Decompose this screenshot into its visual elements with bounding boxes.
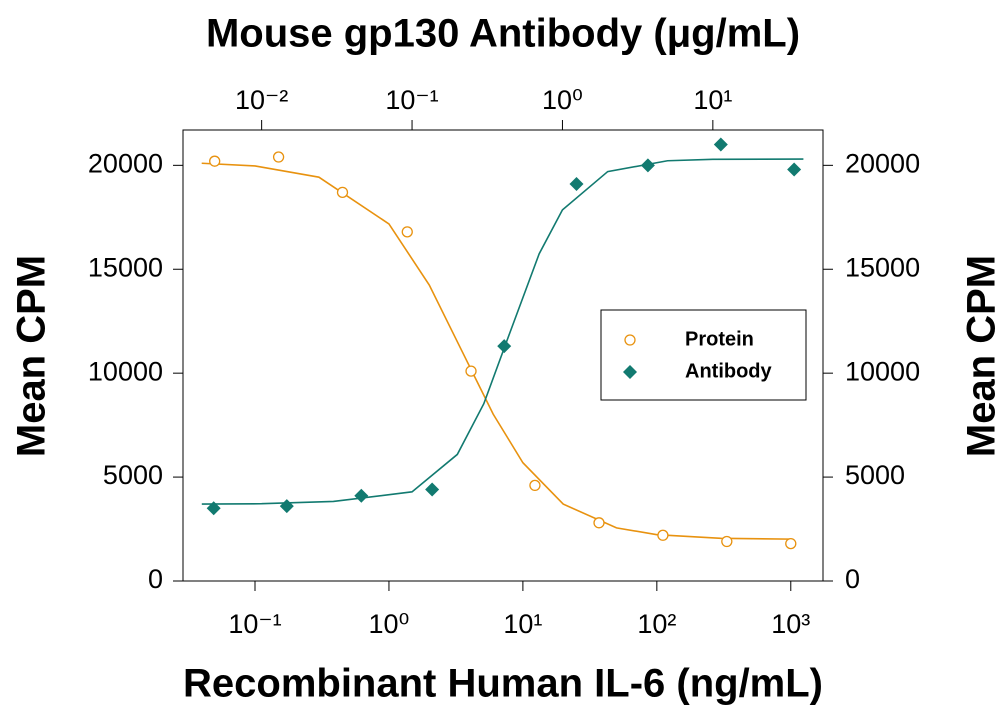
legend-label: Protein bbox=[685, 328, 754, 350]
y2-tick-label: 15000 bbox=[845, 252, 920, 282]
data-point bbox=[206, 501, 221, 516]
legend-marker bbox=[624, 334, 636, 346]
x-tick-label: 10⁰ bbox=[369, 609, 410, 639]
data-point bbox=[785, 537, 797, 550]
data-point bbox=[425, 482, 440, 497]
data-point bbox=[569, 177, 584, 192]
chart-title: Mouse gp130 Antibody (μg/mL) bbox=[206, 12, 800, 56]
x-tick-label: 10³ bbox=[771, 609, 810, 639]
y2-tick-label: 5000 bbox=[845, 460, 905, 490]
data-point bbox=[272, 151, 285, 163]
x2-tick-label: 10⁻¹ bbox=[385, 85, 438, 115]
data-point bbox=[640, 158, 655, 173]
y-tick-label: 5000 bbox=[103, 460, 163, 490]
data-point bbox=[354, 488, 369, 503]
data-point bbox=[465, 365, 477, 377]
data-point bbox=[593, 517, 605, 529]
x-axis-title: Recombinant Human IL-6 (ng/mL) bbox=[183, 662, 823, 706]
x-tick-label: 10² bbox=[637, 609, 676, 639]
x-tick-label: 10⁻¹ bbox=[228, 609, 281, 639]
data-point bbox=[401, 226, 413, 238]
plot-frame bbox=[182, 129, 824, 582]
legend-label: Antibody bbox=[685, 360, 773, 382]
fit-curve bbox=[201, 162, 791, 540]
data-point bbox=[721, 535, 733, 548]
data-point bbox=[497, 339, 512, 354]
data-point bbox=[787, 162, 802, 177]
fit-curve bbox=[201, 158, 804, 505]
data-point bbox=[209, 155, 221, 167]
legend-box bbox=[600, 309, 807, 401]
y-tick-label: 15000 bbox=[88, 252, 163, 282]
data-point bbox=[529, 479, 541, 492]
y2-axis-title: Mean CPM bbox=[960, 255, 1004, 457]
y-tick-label: 20000 bbox=[88, 148, 163, 178]
x2-tick-label: 10¹ bbox=[693, 85, 732, 115]
y2-tick-label: 20000 bbox=[845, 148, 920, 178]
y-tick-label: 0 bbox=[148, 564, 163, 594]
y-axis-title: Mean CPM bbox=[10, 255, 54, 457]
data-point bbox=[279, 499, 294, 514]
x2-tick-label: 10⁰ bbox=[542, 85, 583, 115]
y-tick-label: 10000 bbox=[88, 356, 163, 386]
x2-tick-label: 10⁻² bbox=[235, 85, 288, 115]
legend-marker bbox=[623, 365, 637, 379]
data-point bbox=[713, 137, 728, 152]
x-tick-label: 10¹ bbox=[503, 609, 542, 639]
data-point bbox=[336, 186, 349, 199]
y2-tick-label: 0 bbox=[845, 564, 860, 594]
y2-tick-label: 10000 bbox=[845, 356, 920, 386]
data-point bbox=[657, 529, 669, 541]
